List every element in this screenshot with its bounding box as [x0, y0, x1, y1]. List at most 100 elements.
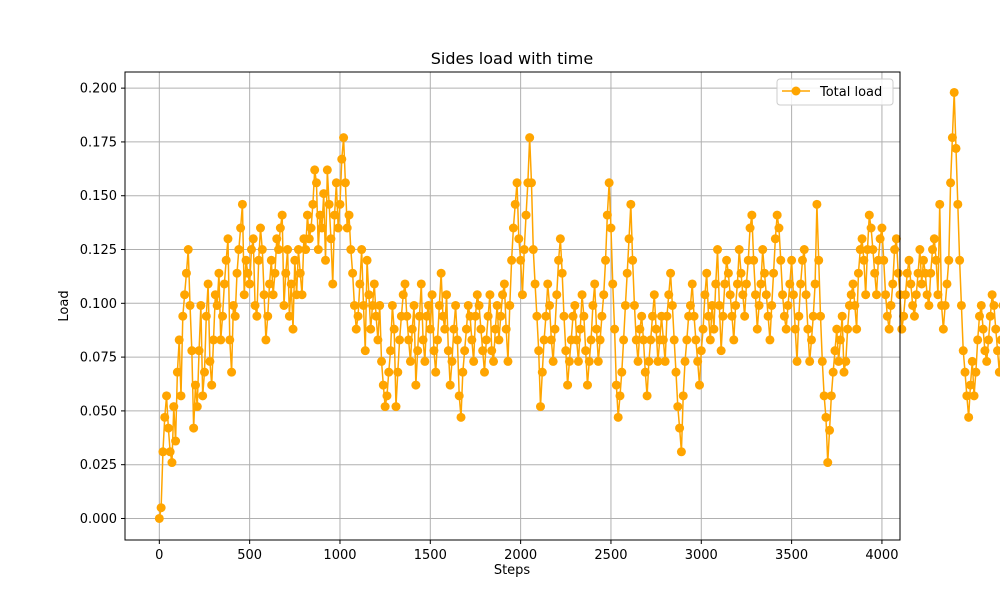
data-point: [454, 391, 464, 401]
data-point: [918, 255, 928, 265]
data-point: [274, 245, 284, 255]
y-tick-label: 0.025: [80, 458, 117, 473]
data-point: [955, 255, 965, 265]
y-tick-label: 0.200: [80, 82, 117, 97]
data-point: [949, 87, 959, 97]
data-point: [552, 290, 562, 300]
data-point: [962, 391, 972, 401]
data-point: [727, 311, 737, 321]
data-point: [814, 255, 824, 265]
data-point: [369, 279, 379, 289]
data-point: [846, 290, 856, 300]
data-point: [855, 245, 865, 255]
data-point: [664, 290, 674, 300]
data-point: [597, 311, 607, 321]
data-point: [680, 356, 690, 366]
data-point: [481, 335, 491, 345]
data-point: [806, 335, 816, 345]
data-point: [868, 245, 878, 255]
data-point: [610, 324, 620, 334]
data-point: [781, 324, 791, 334]
data-point: [409, 300, 419, 310]
data-point: [192, 402, 202, 412]
data-point: [227, 367, 237, 377]
data-point: [344, 210, 354, 220]
data-point: [284, 311, 294, 321]
data-point: [581, 346, 591, 356]
legend-box: [776, 78, 894, 106]
data-point: [348, 268, 358, 278]
data-point: [754, 300, 764, 310]
data-point: [732, 279, 742, 289]
data-point: [973, 335, 983, 345]
data-point: [373, 335, 383, 345]
data-point: [738, 290, 748, 300]
data-point: [405, 356, 415, 366]
data-point: [516, 255, 526, 265]
data-point: [541, 311, 551, 321]
data-point: [272, 234, 282, 244]
data-point: [723, 268, 733, 278]
data-point: [774, 223, 784, 233]
data-point: [839, 367, 849, 377]
data-point: [205, 356, 215, 366]
data-point: [386, 346, 396, 356]
data-point: [586, 335, 596, 345]
data-point: [209, 335, 219, 345]
data-point: [536, 402, 545, 412]
data-point: [976, 300, 986, 310]
data-point: [722, 255, 732, 265]
data-point: [498, 290, 508, 300]
data-point: [588, 300, 598, 310]
data-point: [185, 300, 195, 310]
data-point: [487, 346, 497, 356]
x-tick-label: 1000: [323, 548, 356, 563]
data-point: [924, 300, 934, 310]
data-point: [926, 268, 936, 278]
data-point: [875, 234, 885, 244]
data-point: [899, 311, 909, 321]
data-point: [203, 279, 213, 289]
data-point: [331, 178, 341, 188]
data-point: [375, 300, 385, 310]
y-tick-label: 0.100: [80, 297, 117, 312]
data-point: [268, 290, 278, 300]
data-point: [940, 300, 950, 310]
data-point: [340, 178, 350, 188]
data-point: [424, 300, 433, 310]
data-point: [228, 300, 238, 310]
data-point: [890, 245, 900, 255]
data-point: [449, 324, 459, 334]
data-point: [673, 402, 683, 412]
data-point: [859, 255, 869, 265]
data-point: [232, 268, 242, 278]
data-point: [579, 311, 589, 321]
data-point: [355, 279, 365, 289]
data-point: [330, 210, 340, 220]
data-point: [893, 268, 903, 278]
data-point: [443, 346, 453, 356]
data-point: [595, 335, 605, 345]
data-point: [456, 412, 466, 422]
series-total-load: [154, 87, 1000, 523]
data-point: [799, 245, 809, 255]
data-point: [964, 412, 974, 422]
data-point: [796, 279, 806, 289]
data-point: [996, 335, 1000, 345]
data-point: [252, 311, 262, 321]
data-point: [714, 300, 724, 310]
data-point: [736, 268, 746, 278]
data-point: [904, 255, 914, 265]
data-point: [313, 245, 323, 255]
data-point: [295, 268, 305, 278]
data-point: [377, 356, 387, 366]
data-point: [702, 268, 712, 278]
data-point: [234, 245, 244, 255]
data-point: [489, 356, 499, 366]
data-point: [779, 311, 789, 321]
data-point: [176, 391, 186, 401]
data-point: [620, 300, 630, 310]
data-point: [311, 178, 321, 188]
data-point: [555, 234, 565, 244]
data-point: [201, 311, 211, 321]
